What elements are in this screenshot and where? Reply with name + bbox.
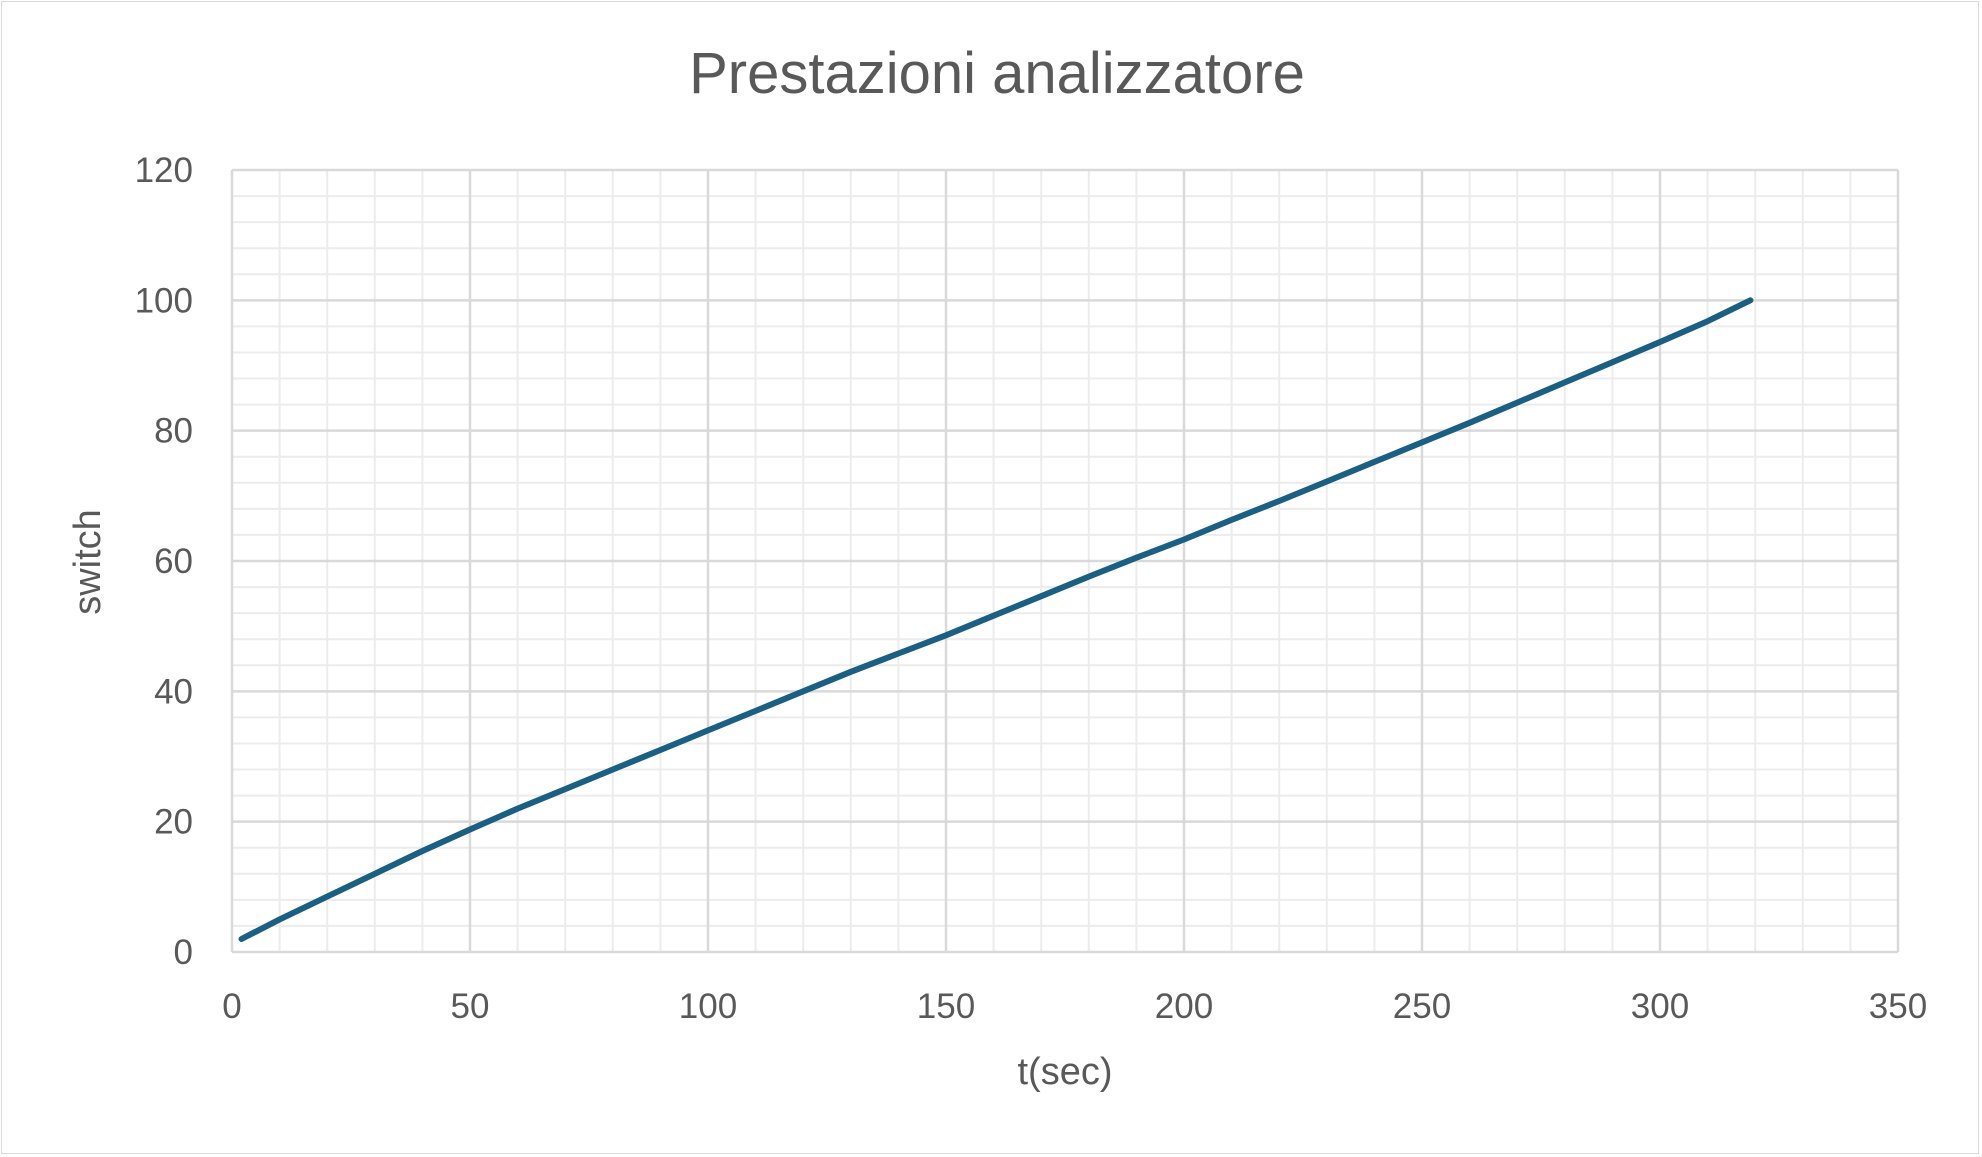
y-tick-label: 80 bbox=[154, 412, 193, 451]
x-tick-label: 50 bbox=[451, 987, 490, 1026]
y-tick-label: 20 bbox=[154, 803, 193, 842]
chart-title: Prestazioni analizzatore bbox=[689, 41, 1305, 106]
y-tick-label: 100 bbox=[135, 281, 193, 320]
series-line bbox=[238, 297, 1754, 942]
x-tick-label: 200 bbox=[1155, 987, 1213, 1026]
x-axis-tick-labels: 0 50 100 150 200 250 300 350 bbox=[222, 987, 1927, 1026]
x-tick-label: 100 bbox=[679, 987, 737, 1026]
y-tick-label: 0 bbox=[174, 933, 193, 972]
x-axis-title: t(sec) bbox=[1018, 1051, 1113, 1093]
x-tick-label: 300 bbox=[1631, 987, 1689, 1026]
y-tick-label: 40 bbox=[154, 672, 193, 711]
y-axis-tick-labels: 0 20 40 60 80 100 120 bbox=[135, 151, 193, 972]
y-tick-label: 60 bbox=[154, 542, 193, 581]
x-tick-label: 0 bbox=[222, 987, 241, 1026]
y-tick-label: 120 bbox=[135, 151, 193, 190]
major-gridlines bbox=[230, 168, 1900, 954]
series-layer bbox=[238, 297, 1754, 942]
y-axis-title: switch bbox=[67, 509, 109, 615]
x-tick-label: 350 bbox=[1869, 987, 1927, 1026]
x-tick-label: 150 bbox=[917, 987, 975, 1026]
x-tick-label: 250 bbox=[1393, 987, 1451, 1026]
